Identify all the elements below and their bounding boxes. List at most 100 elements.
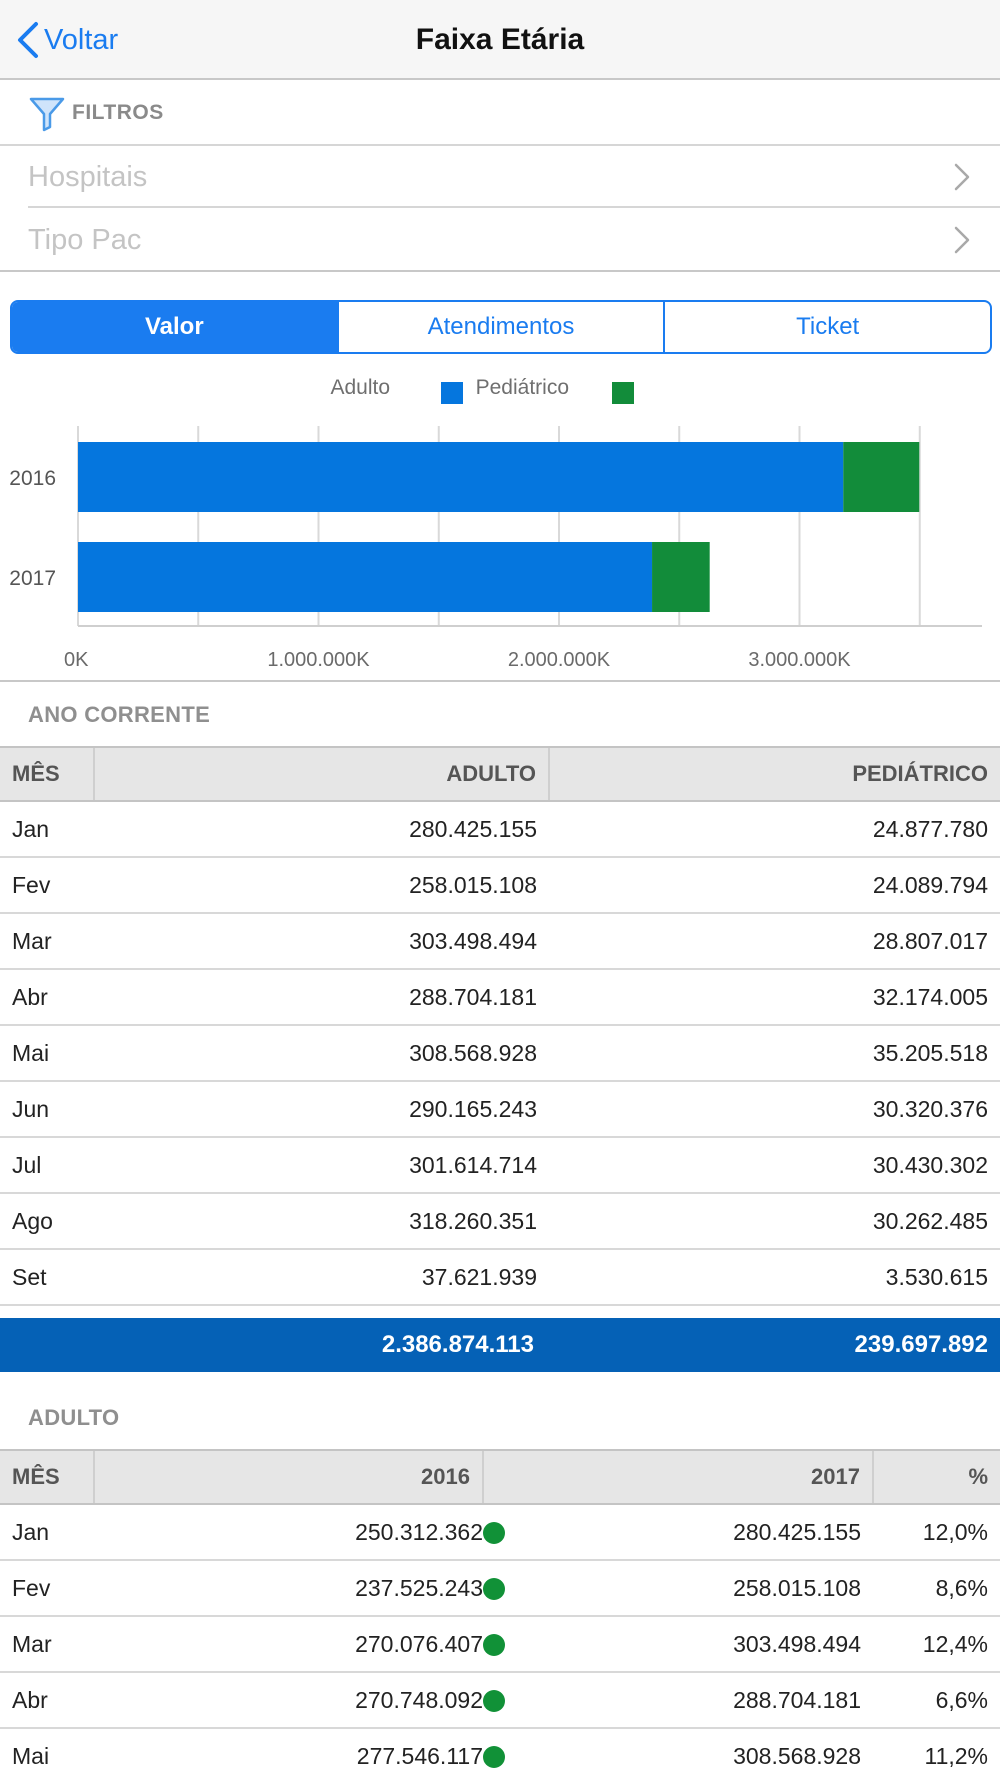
- table-row[interactable]: Abr 288.704.181 32.174.005: [0, 969, 1000, 1026]
- cell-pediatrico: 3.530.615: [549, 1249, 1000, 1306]
- status-dot-icon: [483, 1746, 505, 1768]
- legend-swatch-adulto: [441, 382, 463, 404]
- table-row[interactable]: Mai 277.546.117 308.568.928 11,2%: [0, 1728, 1000, 1778]
- cell-month: Jan: [0, 801, 94, 858]
- adult-comparison-table: MÊS 2016 2017 % Jan 250.312.362 280.425.15…: [0, 1449, 1000, 1778]
- column-header-2016[interactable]: 2016: [93, 1449, 483, 1505]
- cell-2016: 277.546.117: [94, 1728, 483, 1778]
- filter-hospitais[interactable]: Hospitais: [28, 148, 1000, 208]
- divider: [0, 270, 1000, 272]
- cell-2016: 237.525.243: [94, 1560, 483, 1617]
- divider: [0, 680, 1000, 682]
- cell-pediatrico: 28.807.017: [549, 913, 1000, 970]
- table-row[interactable]: Jun 290.165.243 30.320.376: [0, 1081, 1000, 1138]
- cell-adulto: 308.568.928: [94, 1025, 549, 1082]
- cell-adulto: 290.165.243: [94, 1081, 549, 1138]
- table-row[interactable]: Ago 318.260.351 30.262.485: [0, 1193, 1000, 1250]
- table-row[interactable]: Jan 280.425.155 24.877.780: [0, 801, 1000, 858]
- cell-percent: 11,2%: [873, 1728, 1000, 1778]
- table-row[interactable]: Fev 237.525.243 258.015.108 8,6%: [0, 1560, 1000, 1617]
- back-button[interactable]: Voltar: [14, 18, 118, 62]
- cell-pediatrico: 32.174.005: [549, 969, 1000, 1026]
- tab-valor[interactable]: Valor: [12, 302, 337, 352]
- x-tick-label: 0K: [64, 649, 89, 671]
- cell-month: Jul: [0, 1137, 94, 1194]
- cell-adulto: 37.621.939: [94, 1249, 549, 1306]
- bar-2017-adulto: [78, 542, 653, 612]
- x-tick-label: 3.000.000K: [748, 649, 851, 671]
- section-title-ano-corrente: ANO CORRENTE: [28, 702, 211, 727]
- value-2017: 308.568.928: [733, 1742, 861, 1769]
- chevron-right-icon: [954, 163, 970, 191]
- y-tick-label: 2017: [9, 567, 56, 590]
- column-header-percent[interactable]: %: [872, 1449, 1000, 1505]
- table-row[interactable]: Fev 258.015.108 24.089.794: [0, 857, 1000, 914]
- column-header-adulto[interactable]: ADULTO: [93, 746, 549, 802]
- nav-bar: Voltar Faixa Etária: [0, 0, 1000, 80]
- cell-pediatrico: 24.877.780: [549, 801, 1000, 858]
- column-header-mes[interactable]: MÊS: [0, 1449, 94, 1505]
- table-row[interactable]: Abr 270.748.092 288.704.181 6,6%: [0, 1672, 1000, 1729]
- value-2016: 237.525.243: [355, 1574, 483, 1601]
- table-row[interactable]: Jan 250.312.362 280.425.155 12,0%: [0, 1504, 1000, 1561]
- cell-percent: 12,0%: [873, 1504, 1000, 1561]
- chevron-right-icon: [954, 226, 970, 254]
- column-header-2017[interactable]: 2017: [482, 1449, 873, 1505]
- cell-2017: 308.568.928: [483, 1728, 873, 1778]
- cell-adulto: 303.498.494: [94, 913, 549, 970]
- cell-2017: 288.704.181: [483, 1672, 873, 1729]
- cell-pediatrico: 24.089.794: [549, 857, 1000, 914]
- metric-segmented-control: Valor Atendimentos Ticket: [10, 300, 992, 354]
- cell-adulto: 280.425.155: [94, 801, 549, 858]
- cell-month: Fev: [0, 857, 94, 914]
- cell-adulto: 258.015.108: [94, 857, 549, 914]
- value-2016: 270.748.092: [355, 1686, 483, 1713]
- cell-pediatrico: 30.262.485: [549, 1193, 1000, 1250]
- table-row[interactable]: Mai 308.568.928 35.205.518: [0, 1025, 1000, 1082]
- tab-atendimentos[interactable]: Atendimentos: [336, 302, 664, 352]
- cell-month: Mar: [0, 1616, 94, 1673]
- filter-icon: [29, 97, 65, 132]
- value-2017: 303.498.494: [733, 1630, 861, 1657]
- legend-swatch-pediatrico: [612, 382, 634, 404]
- status-dot-icon: [483, 1690, 505, 1712]
- cell-adulto: 288.704.181: [94, 969, 549, 1026]
- chart-svg: Adulto Pediátrico 2016 2017 0K 1.000.000K 2.00…: [9, 376, 982, 671]
- cell-month: Fev: [0, 1560, 94, 1617]
- cell-pediatrico: 30.430.302: [549, 1137, 1000, 1194]
- cell-month: Jan: [0, 1504, 94, 1561]
- bar-2016-adulto: [78, 442, 844, 512]
- table-row[interactable]: Jul 301.614.714 30.430.302: [0, 1137, 1000, 1194]
- cell-month: Abr: [0, 1672, 94, 1729]
- tab-ticket[interactable]: Ticket: [663, 302, 990, 352]
- filters-header: FILTROS: [0, 82, 1000, 146]
- chevron-left-icon: [18, 22, 38, 58]
- cell-percent: 12,4%: [873, 1616, 1000, 1673]
- cell-2017: 303.498.494: [483, 1616, 873, 1673]
- cell-month: Ago: [0, 1193, 94, 1250]
- cell-month: Set: [0, 1249, 94, 1306]
- cell-percent: 6,6%: [873, 1672, 1000, 1729]
- column-header-pediatrico[interactable]: PEDIÁTRICO: [548, 746, 1000, 802]
- column-header-mes[interactable]: MÊS: [0, 746, 94, 802]
- cell-percent: 8,6%: [873, 1560, 1000, 1617]
- filter-tipo-pac[interactable]: Tipo Pac: [28, 210, 1000, 270]
- legend-label-pediatrico: Pediátrico: [476, 376, 569, 399]
- cell-2017: 258.015.108: [483, 1560, 873, 1617]
- cell-adulto: 301.614.714: [94, 1137, 549, 1194]
- y-tick-label: 2016: [9, 467, 56, 490]
- cell-month: Mai: [0, 1025, 94, 1082]
- bar-2016-pediatrico: [843, 442, 920, 512]
- value-2017: 280.425.155: [733, 1518, 861, 1545]
- cell-month: Mar: [0, 913, 94, 970]
- total-pediatrico: 239.697.892: [854, 1331, 988, 1358]
- table-row[interactable]: Set 37.621.939 3.530.615: [0, 1249, 1000, 1306]
- value-2016: 270.076.407: [355, 1630, 483, 1657]
- table-row[interactable]: Mar 270.076.407 303.498.494 12,4%: [0, 1616, 1000, 1673]
- table-row[interactable]: Mar 303.498.494 28.807.017: [0, 913, 1000, 970]
- value-2017: 258.015.108: [733, 1574, 861, 1601]
- current-year-table: MÊS ADULTO PEDIÁTRICO Jan 280.425.155 24.8…: [0, 746, 1000, 1306]
- x-tick-label: 1.000.000K: [267, 649, 370, 671]
- page-title: Faixa Etária: [415, 23, 585, 56]
- cell-month: Mai: [0, 1728, 94, 1778]
